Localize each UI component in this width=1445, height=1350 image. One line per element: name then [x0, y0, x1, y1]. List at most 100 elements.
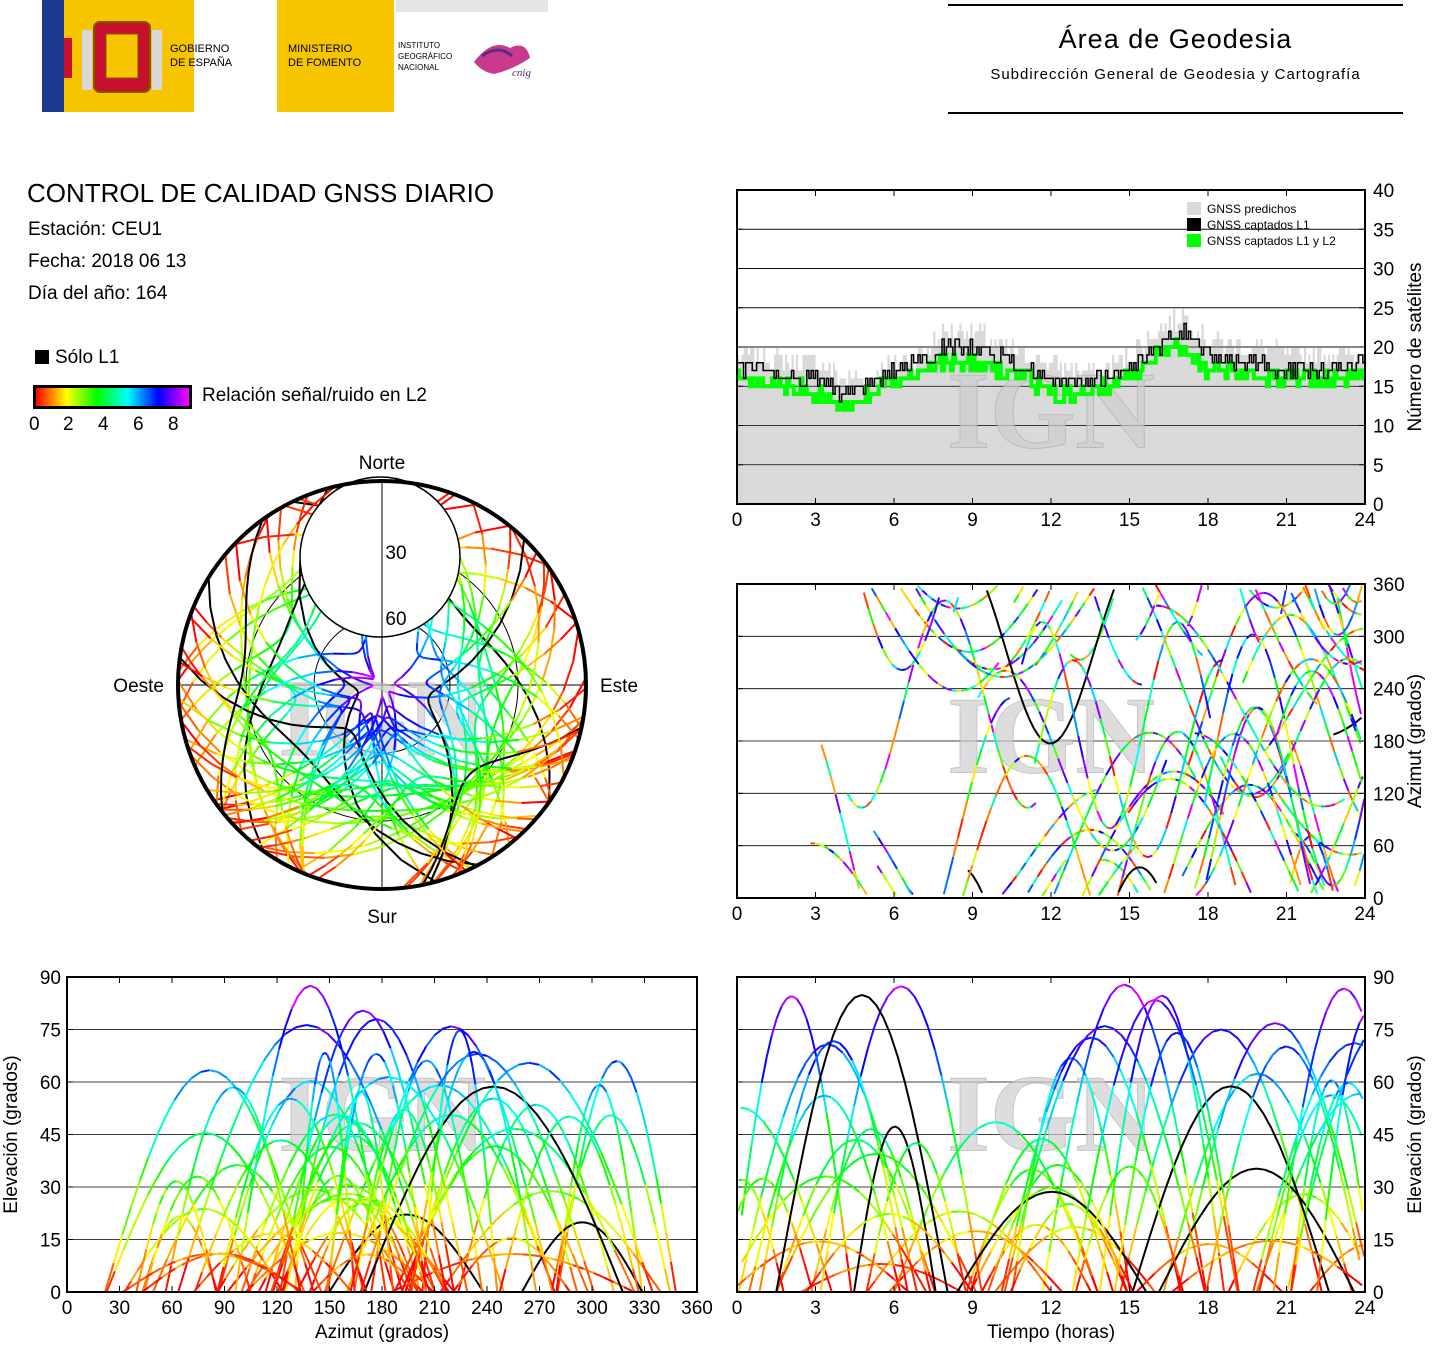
sky-track-segment [441, 661, 454, 671]
azimuth-track-segment [1098, 830, 1104, 835]
elt-track-segment [860, 1129, 867, 1136]
elt-track-segment [842, 1179, 852, 1187]
elaz-track-segment [365, 1097, 370, 1107]
elaz-track-segment [433, 1192, 446, 1211]
elaz-track-segment [191, 1071, 202, 1079]
sky-track-segment [216, 752, 248, 764]
azimuth-track-segment [1075, 692, 1082, 707]
legend-entry: GNSS captados L1 y L2 [1207, 234, 1336, 248]
sky-track-segment [257, 656, 279, 679]
elt-track-segment [1055, 1065, 1063, 1077]
elaz-track-segment [169, 1217, 175, 1223]
elt-track-segment [884, 1140, 892, 1152]
azimuth-track-segment [1282, 778, 1289, 786]
azimuth-track-segment [1229, 774, 1236, 783]
azimuth-track-segment [1009, 664, 1017, 681]
elaz-track-segment [625, 1068, 633, 1080]
legend-entry: GNSS captados L1 [1207, 218, 1310, 232]
elaz-track-segment [178, 1181, 184, 1186]
elaz-track-segment [348, 1012, 357, 1021]
azimuth-track-segment [1015, 646, 1023, 655]
sky-track-segment [192, 659, 210, 684]
sky-track-segment [363, 685, 372, 691]
sky-track-segment [488, 738, 520, 744]
x-tick-label: 18 [1197, 904, 1218, 925]
x-tick-label: 15 [1119, 510, 1140, 531]
elaz-track-segment [504, 1203, 515, 1213]
elaz-track-segment [227, 1086, 234, 1090]
elaz-track-segment [451, 1221, 461, 1257]
azimuth-track-segment [1107, 637, 1115, 650]
elaz-track-segment [655, 1176, 663, 1204]
elt-track-segment [1162, 1263, 1173, 1293]
elaz-track-segment [631, 1232, 644, 1263]
azimuth-track-segment [1249, 725, 1257, 735]
azimuth-track-segment [1149, 761, 1157, 776]
sky-track-segment [362, 715, 368, 725]
elt-track-segment [974, 1213, 983, 1219]
azimuth-track-segment [1182, 764, 1190, 779]
azimuth-track-segment [979, 677, 986, 684]
azimuth-track-segment [1337, 708, 1344, 723]
sky-track-segment [461, 627, 466, 646]
sky-track-segment [492, 676, 502, 689]
elaz-track-segment [454, 1160, 467, 1185]
azimuth-track-segment [975, 648, 982, 653]
sky-track-segment [401, 667, 412, 678]
azimuth-track-segment [1262, 709, 1269, 717]
sky-track-segment [256, 828, 286, 848]
azimuth-track-segment [870, 587, 878, 597]
elaz-track-segment [205, 1179, 212, 1186]
azimuth-track-segment [1146, 869, 1153, 877]
sky-track-segment [277, 585, 292, 615]
sky-track-segment [485, 687, 494, 698]
sky-track-segment [388, 693, 393, 702]
elaz-track-segment [393, 1255, 403, 1264]
elaz-track-segment [306, 1120, 316, 1152]
x-tick-label: 21 [1276, 904, 1297, 925]
elaz-track-segment [321, 1276, 328, 1284]
elaz-track-segment [527, 1167, 536, 1186]
elt-track-segment [741, 1178, 746, 1182]
azimuth-track-segment [1284, 674, 1292, 683]
elaz-track-segment [198, 1129, 206, 1148]
elaz-track-segment [358, 1127, 368, 1139]
elt-track-segment [834, 1045, 844, 1054]
azimuth-track-segment [1228, 819, 1235, 834]
sky-track-segment [392, 794, 402, 805]
elaz-track-segment [510, 1183, 521, 1204]
y-tick-label: 0 [50, 1283, 61, 1304]
elaz-track-segment [431, 1145, 439, 1173]
sky-track-segment [365, 639, 369, 657]
elaz-track-segment [168, 1267, 176, 1274]
elaz-track-segment [122, 1230, 133, 1252]
sky-track-segment [337, 675, 350, 685]
azimuth-track-segment [1236, 720, 1243, 733]
elt-track-segment [994, 1282, 1003, 1293]
azimuth-track-segment [1324, 856, 1331, 868]
x-tick-label: 15 [1119, 904, 1140, 925]
legend-entry: GNSS predichos [1207, 202, 1296, 216]
azimuth-track-segment [1076, 660, 1083, 667]
azimuth-track-segment [1309, 629, 1316, 638]
azimuth-track-segment [1117, 881, 1125, 893]
elaz-track-segment [660, 1203, 668, 1233]
sky-track-segment [273, 753, 290, 766]
azimuth-track-segment [1294, 835, 1301, 846]
sky-track-segment [427, 674, 434, 681]
elaz-track-segment [520, 1123, 530, 1139]
sky-track-segment [562, 661, 575, 692]
sky-track-segment [389, 785, 401, 790]
azimuth-track-segment [1355, 694, 1362, 715]
azimuth-track-segment [1358, 627, 1364, 631]
sky-track-segment [376, 752, 384, 756]
elaz-track-segment [394, 1235, 401, 1247]
elt-track-segment [1040, 1234, 1049, 1242]
azimuth-track-segment [1114, 821, 1121, 831]
y-tick-label: 120 [1373, 784, 1405, 805]
elt-track-segment [736, 1201, 743, 1213]
elt-track-segment [933, 1049, 943, 1077]
azimuth-track-segment [1187, 750, 1194, 766]
sky-track-segment [302, 771, 328, 785]
azimuth-track-segment [969, 603, 975, 608]
